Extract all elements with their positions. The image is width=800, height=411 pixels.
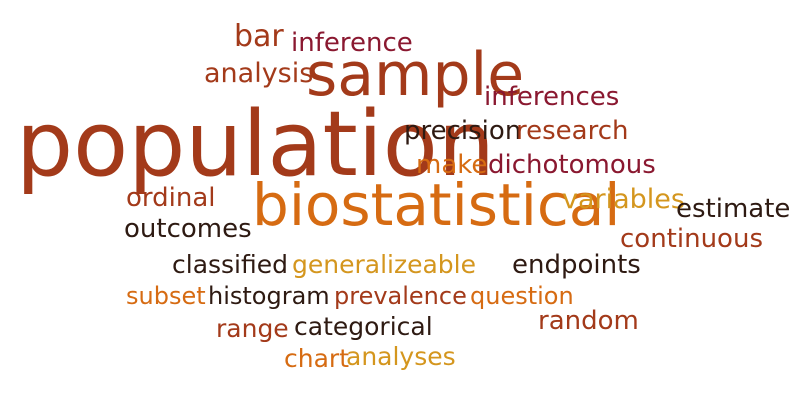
word-research: research <box>516 116 629 146</box>
word-histogram: histogram <box>208 282 330 310</box>
word-range: range <box>216 314 289 343</box>
word-question: question <box>470 282 574 310</box>
word-analysis: analysis <box>204 58 314 89</box>
word-subset: subset <box>126 282 206 310</box>
word-variables: variables <box>562 184 685 215</box>
word-make: make <box>416 150 488 180</box>
word-sample: sample <box>306 40 525 110</box>
word-categorical: categorical <box>294 312 433 341</box>
word-biostatistical: biostatistical <box>252 171 621 239</box>
word-population: population <box>16 92 495 197</box>
word-classified: classified <box>172 250 289 279</box>
word-dichotomous: dichotomous <box>488 150 656 180</box>
word-estimate: estimate <box>676 194 791 224</box>
word-generalizeable: generalizeable <box>292 250 476 279</box>
word-chart: chart <box>284 344 349 373</box>
word-precision: precision <box>404 116 522 146</box>
word-random: random <box>538 306 639 336</box>
word-inferences: inferences <box>484 82 620 112</box>
word-inference: inference <box>291 28 413 58</box>
word-bar: bar <box>234 19 284 54</box>
word-analyses: analyses <box>346 342 456 371</box>
word-outcomes: outcomes <box>124 214 252 244</box>
word-prevalence: prevalence <box>334 282 467 310</box>
word-ordinal: ordinal <box>126 183 216 213</box>
word-continuous: continuous <box>620 224 763 254</box>
word-endpoints: endpoints <box>512 250 641 280</box>
